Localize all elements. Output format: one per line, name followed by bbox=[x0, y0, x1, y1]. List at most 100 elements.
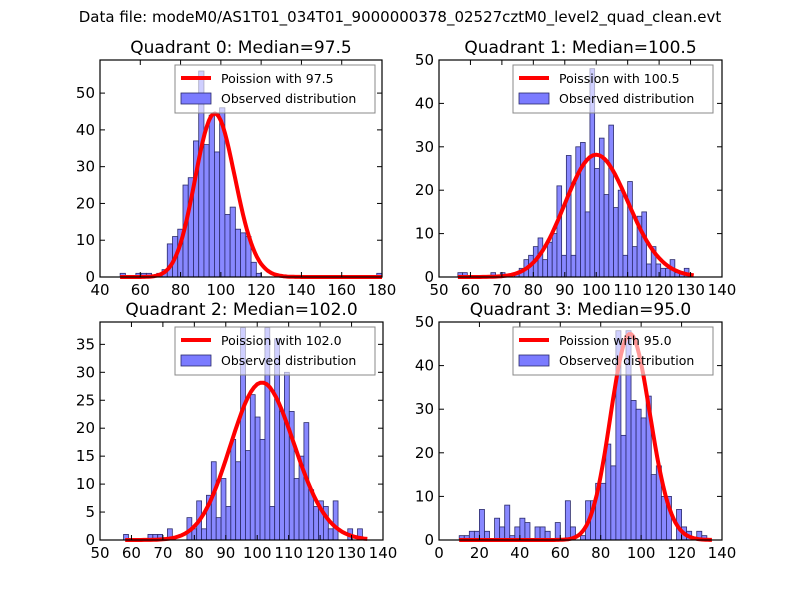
axes-frame bbox=[438, 321, 723, 541]
histogram-bar bbox=[220, 478, 227, 541]
y-tick-label: 50 bbox=[415, 313, 434, 331]
histogram-bar bbox=[215, 517, 222, 541]
histogram-bar bbox=[332, 500, 339, 541]
histogram-bar bbox=[665, 267, 671, 278]
histogram-bar bbox=[617, 189, 624, 278]
x-tick-label: 110 bbox=[613, 281, 642, 299]
x-tick-label: 100 bbox=[627, 544, 656, 562]
x-tick-label: 70 bbox=[153, 544, 172, 562]
histogram-bar bbox=[224, 214, 231, 278]
histogram-bar bbox=[575, 146, 581, 278]
legend-box bbox=[512, 326, 714, 376]
x-tick-label: 100 bbox=[207, 281, 236, 299]
histogram-bar bbox=[203, 144, 210, 278]
x-tick-label: 110 bbox=[274, 544, 303, 562]
histogram-bar bbox=[570, 254, 577, 278]
histogram-bar bbox=[293, 478, 300, 541]
histogram-bar bbox=[225, 506, 232, 541]
legend-label-poisson: Poission with 100.5 bbox=[559, 71, 680, 86]
axes-frame bbox=[99, 321, 384, 541]
histogram-bar bbox=[580, 535, 586, 541]
histogram-bar bbox=[646, 263, 652, 278]
y-tick-label: 10 bbox=[76, 231, 95, 249]
legend-box bbox=[174, 326, 376, 376]
y-tick-label: 0 bbox=[424, 531, 434, 549]
y-tick-label: 30 bbox=[415, 400, 434, 418]
legend-label-poisson: Poission with 102.0 bbox=[221, 333, 342, 348]
histogram-bar bbox=[610, 465, 617, 541]
x-tick-label: 80 bbox=[524, 281, 543, 299]
legend-bar-swatch bbox=[180, 92, 212, 105]
x-tick-label: 180 bbox=[368, 281, 397, 299]
histogram-bar bbox=[494, 517, 501, 541]
y-tick-label: 40 bbox=[76, 121, 95, 139]
x-tick-label: 60 bbox=[551, 544, 570, 562]
figure-suptitle: Data file: modeM0/AS1T01_034T01_90000003… bbox=[78, 8, 722, 26]
y-tick-label: 0 bbox=[85, 531, 95, 549]
y-tick-label: 20 bbox=[76, 194, 95, 212]
legend: Poission with 100.5 Observed distribution bbox=[512, 64, 714, 114]
histogram-bar bbox=[630, 400, 637, 541]
histogram-bar bbox=[234, 228, 241, 278]
histogram-bar bbox=[269, 506, 276, 541]
x-tick-label: 100 bbox=[582, 281, 611, 299]
histogram-bar bbox=[565, 155, 572, 278]
x-tick-label: 130 bbox=[676, 281, 705, 299]
subplot-quadrant-0: Quadrant 0: Median=97.540 60 80 100 120 140 16… bbox=[76, 38, 396, 299]
subplot-quadrant-1: Quadrant 1: Median=100.550 60 70 80 90 100 110… bbox=[415, 38, 736, 299]
subplot-title: Quadrant 0: Median=97.5 bbox=[130, 38, 352, 58]
legend-label-observed: Observed distribution bbox=[559, 353, 694, 368]
histogram-bar bbox=[201, 528, 207, 541]
x-tick-label: 90 bbox=[555, 281, 574, 299]
axes-frame bbox=[99, 59, 383, 278]
y-tick-label: 40 bbox=[415, 94, 434, 112]
x-tick-label: 60 bbox=[461, 281, 480, 299]
subplot-title: Quadrant 3: Median=95.0 bbox=[470, 300, 692, 320]
x-tick-label: 90 bbox=[216, 544, 235, 562]
x-tick-label: 140 bbox=[708, 281, 737, 299]
x-tick-label: 70 bbox=[492, 281, 511, 299]
histogram-bar bbox=[660, 267, 666, 278]
y-tick-label: 30 bbox=[76, 158, 95, 176]
x-tick-label: 40 bbox=[90, 281, 109, 299]
histogram-bar bbox=[504, 504, 511, 541]
histogram-bar bbox=[655, 263, 662, 278]
legend-label-poisson: Poission with 97.5 bbox=[221, 71, 334, 86]
x-tick-label: 100 bbox=[243, 544, 272, 562]
histogram-bar bbox=[547, 241, 553, 278]
x-tick-label: 60 bbox=[131, 281, 150, 299]
histogram-bar bbox=[230, 438, 237, 541]
y-tick-label: 5 bbox=[85, 503, 95, 521]
y-tick-label: 50 bbox=[76, 84, 95, 102]
histogram-bar bbox=[631, 246, 638, 278]
x-tick-label: 120 bbox=[667, 544, 696, 562]
histogram-bar bbox=[259, 438, 266, 541]
histogram-bar bbox=[556, 185, 563, 278]
legend-label-observed: Observed distribution bbox=[559, 91, 694, 106]
y-tick-label: 10 bbox=[415, 225, 434, 243]
histogram-bar bbox=[250, 261, 257, 278]
x-tick-label: 140 bbox=[287, 281, 316, 299]
legend-label-observed: Observed distribution bbox=[221, 353, 356, 368]
x-tick-label: 50 bbox=[90, 544, 109, 562]
histogram-bar bbox=[519, 517, 526, 541]
histogram-bar bbox=[603, 194, 610, 278]
x-tick-label: 80 bbox=[591, 544, 610, 562]
legend: Poission with 95.0 Observed distribution bbox=[512, 326, 714, 376]
histogram-bar bbox=[542, 259, 548, 278]
histogram-bar bbox=[640, 417, 647, 541]
x-tick-label: 160 bbox=[327, 281, 356, 299]
subplot-title: Quadrant 1: Median=100.5 bbox=[464, 38, 696, 58]
y-tick-label: 30 bbox=[76, 363, 95, 381]
axes-frame bbox=[438, 59, 723, 278]
histogram-bar bbox=[327, 528, 334, 541]
histogram-bar bbox=[564, 500, 571, 541]
y-tick-label: 20 bbox=[415, 444, 434, 462]
histogram-bar bbox=[524, 522, 531, 541]
y-tick-label: 20 bbox=[76, 419, 95, 437]
legend-bar-swatch bbox=[518, 354, 550, 367]
x-tick-label: 20 bbox=[470, 544, 489, 562]
legend: Poission with 97.5 Observed distribution bbox=[174, 64, 376, 114]
x-tick-label: 120 bbox=[247, 281, 276, 299]
